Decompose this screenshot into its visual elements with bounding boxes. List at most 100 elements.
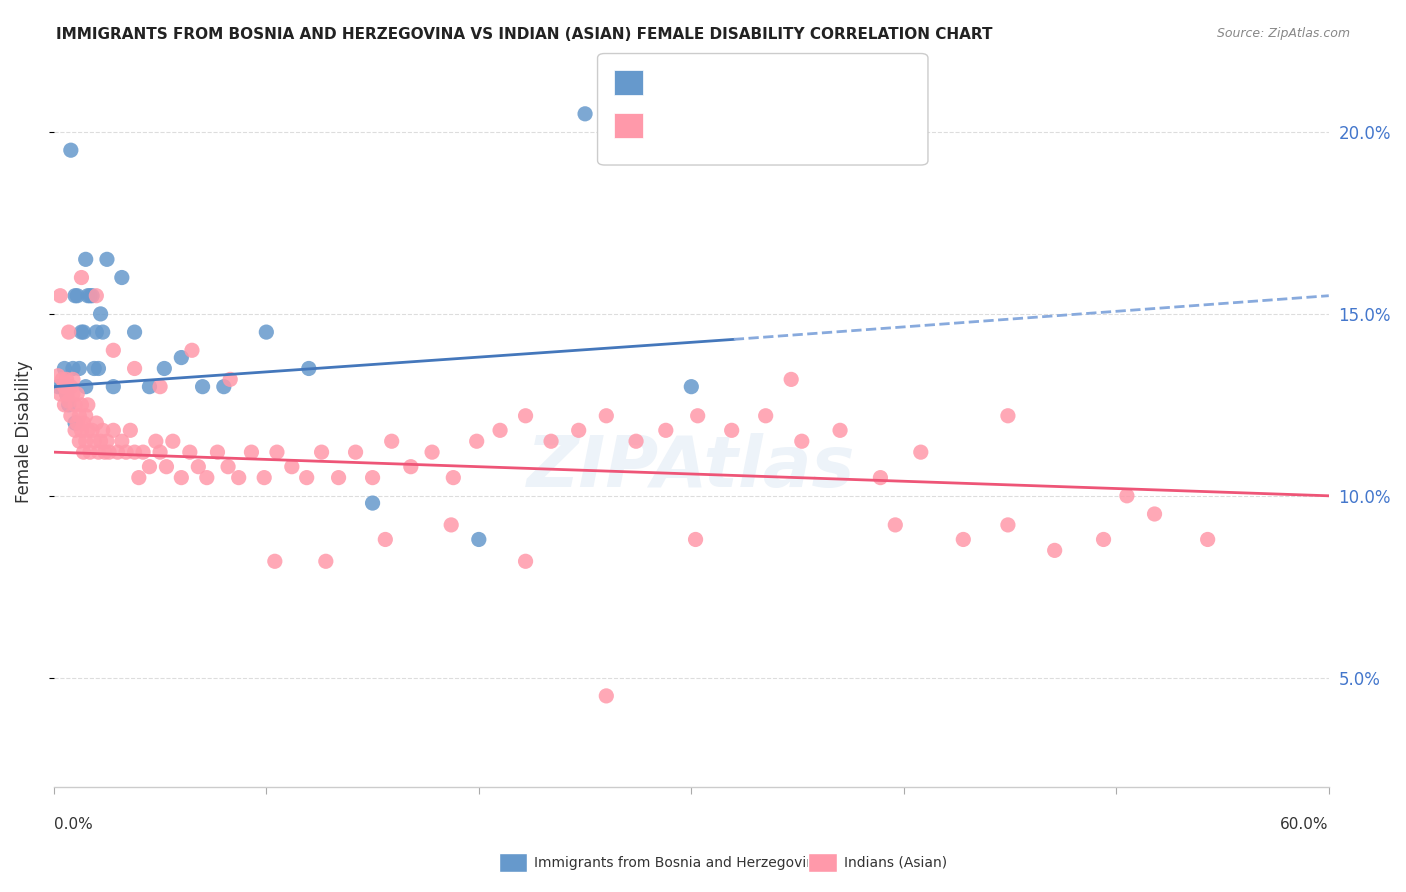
Point	[465, 434, 488, 449]
Point	[87, 361, 110, 376]
Point	[86, 416, 108, 430]
Point	[149, 445, 172, 459]
Point	[181, 343, 204, 358]
Text: IMMIGRANTS FROM BOSNIA AND HERZEGOVINA VS INDIAN (ASIAN) FEMALE DISABILITY CORRE: IMMIGRANTS FROM BOSNIA AND HERZEGOVINA V…	[56, 27, 993, 42]
Point	[138, 379, 160, 393]
Point	[884, 517, 907, 532]
Point	[361, 496, 384, 510]
Point	[91, 325, 114, 339]
Point	[489, 423, 512, 437]
Point	[58, 398, 80, 412]
Point	[266, 445, 288, 459]
Point	[263, 554, 285, 568]
Point	[90, 307, 112, 321]
Point	[80, 289, 103, 303]
Text: Source: ZipAtlas.com: Source: ZipAtlas.com	[1216, 27, 1350, 40]
Point	[63, 398, 86, 412]
Point	[381, 434, 404, 449]
Point	[67, 434, 90, 449]
Point	[132, 445, 155, 459]
Point	[75, 252, 97, 267]
Point	[58, 394, 80, 409]
Point	[374, 533, 396, 547]
Text: 0.0%: 0.0%	[53, 817, 93, 832]
Point	[103, 423, 125, 437]
Point	[686, 409, 709, 423]
Point	[72, 445, 94, 459]
Point	[103, 379, 125, 393]
Point	[58, 325, 80, 339]
Point	[1116, 489, 1139, 503]
Point	[254, 325, 277, 339]
Point	[115, 445, 138, 459]
Point	[574, 107, 596, 121]
Point	[49, 289, 72, 303]
Point	[51, 372, 73, 386]
Point	[90, 434, 112, 449]
Point	[70, 325, 93, 339]
Point	[515, 554, 537, 568]
Point	[240, 445, 263, 459]
Point	[62, 372, 84, 386]
Point	[96, 252, 118, 267]
Point	[94, 445, 117, 459]
Point	[107, 445, 129, 459]
Point	[595, 689, 617, 703]
Text: R =: R =	[651, 74, 688, 92]
Y-axis label: Female Disability: Female Disability	[15, 361, 32, 503]
Text: 60.0%: 60.0%	[1281, 817, 1329, 832]
Text: -0.061: -0.061	[696, 117, 761, 135]
Point	[86, 289, 108, 303]
Point	[62, 361, 84, 376]
Point	[87, 445, 110, 459]
Point	[80, 423, 103, 437]
Point	[187, 459, 209, 474]
Point	[1043, 543, 1066, 558]
Point	[170, 470, 193, 484]
Point	[281, 459, 304, 474]
Point	[179, 445, 201, 459]
Text: N =: N =	[752, 117, 789, 135]
Point	[195, 470, 218, 484]
Point	[217, 459, 239, 474]
Point	[253, 470, 276, 484]
Point	[53, 379, 76, 393]
Point	[124, 445, 146, 459]
Text: 110: 110	[794, 117, 832, 135]
Point	[149, 379, 172, 393]
Point	[780, 372, 803, 386]
Point	[83, 434, 105, 449]
Text: 0.055: 0.055	[696, 74, 752, 92]
Point	[46, 379, 69, 393]
Point	[997, 517, 1019, 532]
Point	[98, 445, 121, 459]
Point	[720, 423, 742, 437]
Point	[124, 361, 146, 376]
Point	[361, 470, 384, 484]
Point	[96, 434, 118, 449]
Point	[120, 423, 142, 437]
Point	[681, 379, 703, 393]
Point	[228, 470, 250, 484]
Point	[1143, 507, 1166, 521]
Point	[59, 409, 82, 423]
Text: Indians (Asian): Indians (Asian)	[844, 855, 946, 870]
Point	[66, 416, 89, 430]
Point	[869, 470, 891, 484]
Point	[79, 445, 101, 459]
Point	[66, 289, 89, 303]
Point	[790, 434, 813, 449]
Point	[72, 416, 94, 430]
Point	[219, 372, 242, 386]
Point	[344, 445, 367, 459]
Point	[55, 387, 77, 401]
Point	[70, 398, 93, 412]
Point	[76, 398, 98, 412]
Point	[685, 533, 707, 547]
Point	[55, 387, 77, 401]
Point	[910, 445, 932, 459]
Point	[440, 517, 463, 532]
Point	[145, 434, 167, 449]
Point	[75, 379, 97, 393]
Point	[86, 325, 108, 339]
